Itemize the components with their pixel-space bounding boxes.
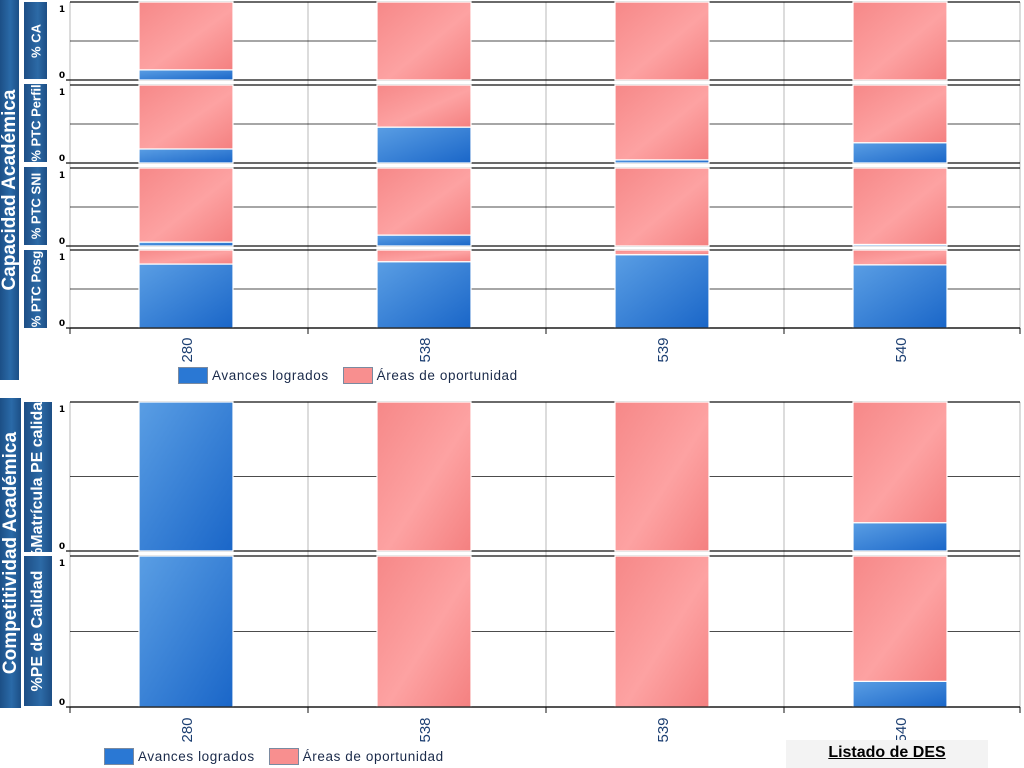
x-tick-label: 538 <box>417 717 434 742</box>
x-tick-label: 540 <box>893 337 910 362</box>
bar-areas <box>852 1 948 81</box>
y-tick-label: 1 <box>59 5 65 15</box>
bar-areas <box>376 167 472 236</box>
legend-item-avances: Avances logrados <box>104 748 255 765</box>
bar-avances <box>852 680 948 708</box>
y-tick-label: 0 <box>59 542 65 552</box>
legend-top: Avances logrados Áreas de oportunidad <box>178 367 532 384</box>
panel-label-pe-calidad: %PE de Calidad <box>24 556 52 706</box>
bar-areas <box>138 249 234 265</box>
legend-label-areas: Áreas de oportunidad <box>302 749 444 764</box>
bar-areas <box>614 1 710 81</box>
bar-avances <box>852 142 948 164</box>
panel-label-ca: % CA <box>24 2 47 79</box>
y-tick-label: 0 <box>59 71 65 81</box>
x-tick-label: 280 <box>179 337 196 362</box>
legend-label-areas: Áreas de oportunidad <box>376 368 518 383</box>
legend-swatch-areas <box>342 367 373 384</box>
y-tick-label: 0 <box>59 319 65 329</box>
section-bar-capacidad: Capacidad Académica <box>0 0 20 380</box>
bar-areas <box>614 401 710 552</box>
x-tick-label: 540 <box>893 717 910 742</box>
y-tick-label: 1 <box>59 405 65 415</box>
bar-areas <box>614 555 710 708</box>
bar-avances <box>138 69 234 81</box>
bar-areas <box>614 167 710 247</box>
bar-avances <box>376 234 472 247</box>
panel-label-ptc-perfil: % PTC Perfil <box>24 84 47 162</box>
y-tick-label: 1 <box>59 88 65 98</box>
bar-areas <box>376 401 472 552</box>
bar-avances <box>852 522 948 552</box>
bar-avances <box>376 126 472 164</box>
legend-label-avances: Avances logrados <box>212 368 329 383</box>
bar-areas <box>138 84 234 150</box>
bar-areas <box>376 249 472 263</box>
legend-item-areas: Áreas de oportunidad <box>268 748 444 765</box>
bar-avances <box>138 555 234 708</box>
bar-avances <box>852 264 948 329</box>
section-bar-competitividad: Competitividad Académica <box>0 398 21 708</box>
panel-label-ptc-sni: % PTC SNI <box>24 167 47 245</box>
panel-label-matricula: %Matrícula PE calidad <box>24 392 52 562</box>
legend-swatch-areas <box>268 748 299 765</box>
x-tick-label: 539 <box>655 717 672 742</box>
legend-item-areas: Áreas de oportunidad <box>342 367 518 384</box>
x-tick-label: 538 <box>417 337 434 362</box>
y-tick-label: 1 <box>59 253 65 263</box>
bar-areas <box>138 167 234 243</box>
bar-areas <box>376 1 472 81</box>
legend-label-avances: Avances logrados <box>138 749 255 764</box>
bar-avances <box>138 401 234 552</box>
bar-areas <box>852 249 948 266</box>
bar-avances <box>138 263 234 329</box>
y-tick-label: 0 <box>59 154 65 164</box>
bar-areas <box>376 555 472 708</box>
y-tick-label: 0 <box>59 237 65 247</box>
bar-avances <box>614 254 710 329</box>
bar-areas <box>614 249 710 256</box>
bar-areas <box>614 84 710 161</box>
bar-avances <box>376 261 472 329</box>
legend-item-avances: Avances logrados <box>178 367 329 384</box>
legend-bottom: Avances logrados Áreas de oportunidad <box>104 748 458 765</box>
x-tick-label: 539 <box>655 337 672 362</box>
bar-areas <box>852 167 948 246</box>
bar-avances <box>138 148 234 164</box>
bar-areas <box>852 401 948 524</box>
bar-areas <box>138 1 234 71</box>
legend-swatch-avances <box>104 748 134 765</box>
y-tick-label: 0 <box>59 698 65 708</box>
x-tick-label: 280 <box>179 717 196 742</box>
bar-areas <box>376 84 472 128</box>
legend-swatch-avances <box>178 367 208 384</box>
listado-des-link[interactable]: Listado de DES <box>786 740 988 768</box>
panel-label-ptc-posg: % PTC Posg <box>24 250 47 328</box>
y-tick-label: 1 <box>59 171 65 181</box>
y-tick-label: 1 <box>59 559 65 569</box>
bar-areas <box>852 555 948 682</box>
bar-areas <box>852 84 948 144</box>
